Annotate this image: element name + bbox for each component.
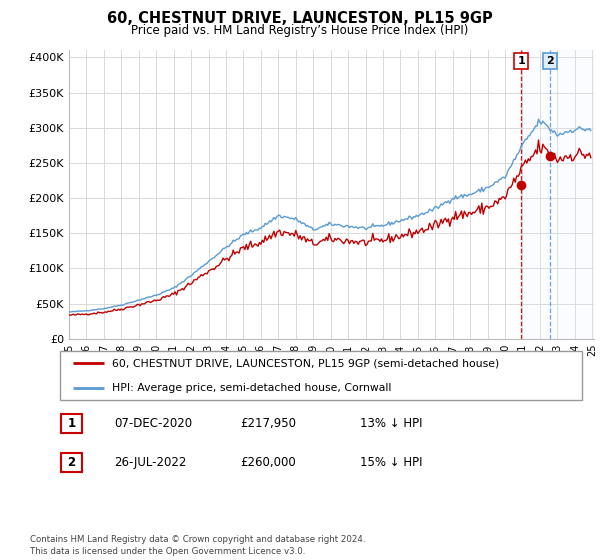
Bar	[521, 50, 594, 339]
Text: 26-JUL-2022: 26-JUL-2022	[114, 456, 187, 469]
FancyBboxPatch shape	[60, 351, 582, 400]
Text: 07-DEC-2020: 07-DEC-2020	[114, 417, 192, 430]
Text: 60, CHESTNUT DRIVE, LAUNCESTON, PL15 9GP: 60, CHESTNUT DRIVE, LAUNCESTON, PL15 9GP	[107, 11, 493, 26]
Text: Price paid vs. HM Land Registry’s House Price Index (HPI): Price paid vs. HM Land Registry’s House …	[131, 24, 469, 37]
Text: £217,950: £217,950	[240, 417, 296, 430]
Text: 1: 1	[517, 56, 525, 66]
Text: 2: 2	[546, 56, 554, 66]
Text: 1: 1	[67, 417, 76, 430]
Text: 60, CHESTNUT DRIVE, LAUNCESTON, PL15 9GP (semi-detached house): 60, CHESTNUT DRIVE, LAUNCESTON, PL15 9GP…	[112, 358, 499, 368]
Text: Contains HM Land Registry data © Crown copyright and database right 2024.
This d: Contains HM Land Registry data © Crown c…	[30, 535, 365, 556]
FancyBboxPatch shape	[61, 453, 82, 472]
FancyBboxPatch shape	[61, 414, 82, 433]
Text: 13% ↓ HPI: 13% ↓ HPI	[360, 417, 422, 430]
Text: HPI: Average price, semi-detached house, Cornwall: HPI: Average price, semi-detached house,…	[112, 383, 392, 393]
Text: 2: 2	[67, 456, 76, 469]
Text: 15% ↓ HPI: 15% ↓ HPI	[360, 456, 422, 469]
Text: £260,000: £260,000	[240, 456, 296, 469]
